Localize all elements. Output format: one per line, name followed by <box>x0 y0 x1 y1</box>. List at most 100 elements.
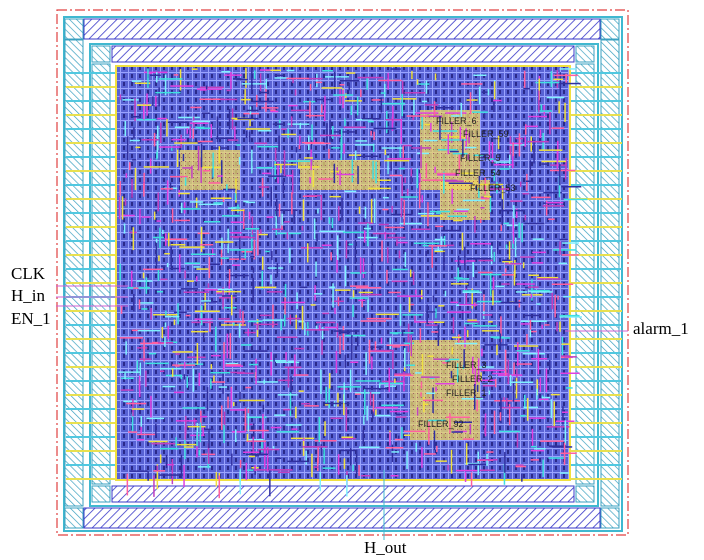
routing-segment <box>238 323 241 338</box>
pad-stripe <box>570 198 622 200</box>
routing-segment <box>231 453 233 466</box>
routing-segment <box>239 399 265 402</box>
routing-segment <box>276 431 300 433</box>
routing-segment <box>275 209 298 211</box>
routing-segment <box>540 104 542 111</box>
routing-segment <box>339 331 351 334</box>
routing-segment <box>275 457 282 459</box>
routing-segment <box>210 197 232 199</box>
routing-segment <box>428 419 446 422</box>
routing-segment <box>183 446 194 448</box>
routing-segment <box>171 459 174 485</box>
routing-segment <box>200 86 224 89</box>
routing-segment <box>450 371 453 379</box>
routing-segment <box>501 283 510 285</box>
routing-segment <box>521 223 523 243</box>
routing-segment <box>367 299 369 312</box>
routing-segment <box>155 242 158 267</box>
routing-segment <box>479 469 495 471</box>
routing-segment <box>219 127 221 133</box>
routing-segment <box>210 124 212 138</box>
routing-segment <box>259 91 268 94</box>
routing-segment <box>424 104 439 106</box>
routing-segment <box>509 136 512 159</box>
routing-segment <box>223 411 226 428</box>
routing-segment <box>325 76 349 78</box>
routing-segment <box>245 386 252 389</box>
routing-segment <box>200 410 202 431</box>
routing-segment <box>145 277 148 294</box>
routing-segment <box>329 373 331 389</box>
routing-segment <box>270 352 272 376</box>
routing-segment <box>437 324 440 346</box>
routing-segment <box>160 188 174 190</box>
routing-segment <box>176 149 179 167</box>
routing-segment <box>475 185 477 190</box>
routing-segment <box>127 287 150 289</box>
routing-segment <box>362 118 381 120</box>
routing-segment <box>293 374 309 376</box>
routing-segment <box>204 301 218 303</box>
routing-segment <box>449 150 459 153</box>
routing-segment <box>397 295 423 297</box>
routing-segment <box>515 464 524 466</box>
routing-segment <box>159 146 180 148</box>
routing-segment <box>530 291 553 293</box>
routing-segment <box>183 464 185 487</box>
routing-segment <box>221 71 231 73</box>
routing-segment <box>228 280 230 296</box>
routing-segment <box>119 94 122 100</box>
routing-segment <box>269 469 293 471</box>
routing-segment <box>431 331 439 333</box>
routing-segment <box>233 402 235 407</box>
routing-segment <box>391 205 393 213</box>
routing-segment <box>522 262 525 269</box>
routing-segment <box>170 244 186 246</box>
routing-segment <box>301 141 325 144</box>
routing-segment <box>377 179 391 181</box>
routing-segment <box>192 120 211 123</box>
routing-segment <box>403 199 405 226</box>
routing-segment <box>225 364 241 366</box>
routing-segment <box>132 80 142 82</box>
routing-segment <box>143 103 145 120</box>
routing-segment <box>133 294 135 312</box>
routing-segment <box>370 199 373 223</box>
routing-segment <box>372 394 375 414</box>
routing-segment <box>291 192 293 215</box>
routing-segment <box>153 132 156 147</box>
routing-segment <box>226 333 229 359</box>
routing-segment <box>423 139 438 142</box>
routing-segment <box>137 329 160 332</box>
routing-segment <box>357 166 359 185</box>
routing-segment <box>442 362 449 364</box>
routing-segment <box>561 254 579 256</box>
routing-segment <box>363 230 366 243</box>
routing-segment <box>422 403 429 406</box>
routing-segment <box>435 386 437 392</box>
routing-segment <box>506 397 508 406</box>
routing-segment <box>509 154 511 168</box>
routing-segment <box>448 182 473 184</box>
routing-segment <box>524 314 542 317</box>
routing-segment <box>276 361 300 364</box>
routing-segment <box>456 469 478 472</box>
routing-segment <box>215 326 217 352</box>
routing-segment <box>344 100 362 102</box>
routing-segment <box>324 404 330 406</box>
routing-segment <box>545 368 548 393</box>
routing-segment <box>462 199 485 202</box>
routing-segment <box>171 145 173 151</box>
routing-segment <box>276 336 298 338</box>
routing-segment <box>473 154 484 156</box>
routing-segment <box>380 337 383 344</box>
routing-segment <box>410 335 412 357</box>
routing-segment <box>451 431 463 433</box>
routing-segment <box>234 126 236 139</box>
routing-segment <box>129 162 131 171</box>
routing-segment <box>262 319 286 321</box>
pad-stripe <box>66 352 116 354</box>
routing-segment <box>266 216 274 218</box>
routing-segment <box>457 267 459 282</box>
routing-segment <box>229 333 232 359</box>
